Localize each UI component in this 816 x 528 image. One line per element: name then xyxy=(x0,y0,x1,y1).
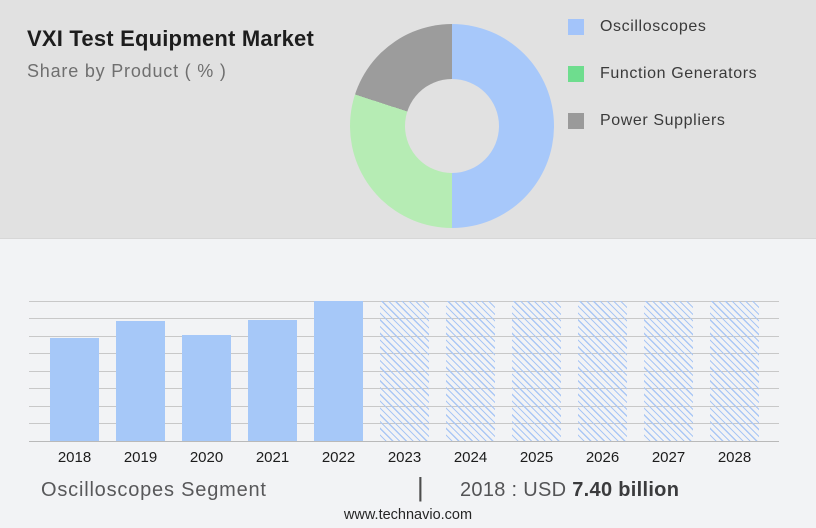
separator-bar: | xyxy=(417,472,424,502)
segment-label: Oscilloscopes Segment xyxy=(41,479,267,501)
legend-label: Power Suppliers xyxy=(600,112,726,129)
header: VXI Test Equipment Market Share by Produ… xyxy=(0,0,816,238)
legend-item: Function Generators xyxy=(568,64,757,84)
donut-chart xyxy=(350,24,554,228)
legend-item: Oscilloscopes xyxy=(568,17,757,37)
bar-2025-forecast xyxy=(512,301,561,441)
legend: Oscilloscopes Function Generators Power Su… xyxy=(568,17,757,158)
value-prefix: 2018 : USD xyxy=(460,479,573,501)
x-axis-label: 2027 xyxy=(651,449,686,466)
bar-chart: 2018 2019 2020 2021 2022 2023 2024 2025 2026 2027… xyxy=(29,300,779,466)
bar-2019 xyxy=(116,321,165,441)
bar-2028-forecast xyxy=(710,301,759,441)
bar-2023-forecast xyxy=(380,301,429,441)
bar-2024-forecast xyxy=(446,301,495,441)
bar-chart-section: 2018 2019 2020 2021 2022 2023 2024 2025 2026 2027… xyxy=(0,238,816,528)
x-axis-label: 2018 xyxy=(57,449,92,466)
x-axis-label: 2020 xyxy=(189,449,224,466)
x-axis-label: 2019 xyxy=(123,449,158,466)
legend-label: Oscilloscopes xyxy=(600,18,707,35)
title-block: VXI Test Equipment Market Share by Produ… xyxy=(27,26,314,82)
x-axis-label: 2025 xyxy=(519,449,554,466)
bar-2026-forecast xyxy=(578,301,627,441)
legend-swatch xyxy=(568,66,584,82)
page-title: VXI Test Equipment Market xyxy=(27,26,314,51)
page-subtitle: Share by Product ( % ) xyxy=(27,61,227,81)
x-axis-label: 2021 xyxy=(255,449,290,466)
value-text: 2018 : USD 7.40 billion xyxy=(460,479,679,502)
x-axis-label: 2022 xyxy=(321,449,356,466)
bar-2021 xyxy=(248,320,297,441)
legend-item: Power Suppliers xyxy=(568,111,757,131)
bar-2018 xyxy=(50,338,99,441)
x-axis-label: 2026 xyxy=(585,449,620,466)
website-footer: www.technavio.com xyxy=(343,507,473,523)
donut-hole xyxy=(405,79,499,173)
x-axis-label: 2028 xyxy=(717,449,752,466)
legend-swatch xyxy=(568,113,584,129)
x-axis-label: 2024 xyxy=(453,449,488,466)
legend-label: Function Generators xyxy=(600,65,758,82)
legend-swatch xyxy=(568,19,584,35)
x-axis-label: 2023 xyxy=(387,449,422,466)
bar-2020 xyxy=(182,335,231,441)
gridline xyxy=(29,440,779,442)
bar-2027-forecast xyxy=(644,301,693,441)
value-bold: 7.40 billion xyxy=(572,479,680,501)
bar-2022 xyxy=(314,301,363,441)
